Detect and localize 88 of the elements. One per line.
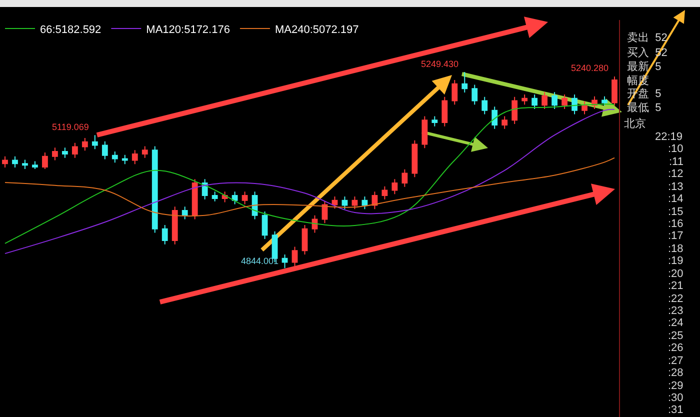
candlestick bbox=[562, 94, 568, 110]
candlestick bbox=[412, 140, 418, 178]
text: :30 bbox=[668, 392, 684, 404]
candlestick bbox=[282, 254, 288, 269]
annotation: 5240.280 bbox=[571, 63, 609, 73]
candlestick bbox=[402, 168, 408, 188]
candlestick bbox=[472, 84, 478, 106]
candlestick bbox=[162, 224, 168, 245]
candlestick bbox=[292, 246, 298, 267]
text: :13 bbox=[668, 181, 684, 193]
candlestick bbox=[552, 92, 558, 110]
candlestick bbox=[242, 191, 248, 205]
text: :28 bbox=[668, 367, 684, 379]
candlestick bbox=[172, 206, 178, 245]
candlestick bbox=[62, 147, 68, 158]
annotation: 4844.001 bbox=[241, 256, 279, 266]
candlestick bbox=[532, 94, 538, 110]
candlestick bbox=[142, 146, 148, 158]
candlestick bbox=[452, 79, 458, 106]
text: :10 bbox=[668, 143, 684, 155]
text: :12 bbox=[668, 168, 684, 180]
legend-label: 66:5182.592 bbox=[40, 24, 102, 36]
legend-label: MA240:5072.197 bbox=[274, 24, 359, 36]
candlestick bbox=[92, 134, 98, 150]
candlestick bbox=[112, 151, 118, 164]
annotation: 5249.430 bbox=[421, 59, 459, 69]
legend-label: MA120:5172.176 bbox=[146, 24, 230, 36]
text: :25 bbox=[668, 330, 684, 342]
text: 卖出 52 bbox=[627, 31, 668, 44]
candlestick bbox=[602, 96, 608, 106]
candlestick bbox=[442, 96, 448, 127]
candlestick bbox=[542, 92, 548, 110]
candlestick bbox=[502, 116, 508, 130]
candlestick bbox=[482, 96, 488, 115]
candlestick bbox=[152, 146, 158, 234]
candlestick bbox=[262, 210, 268, 240]
candlestick bbox=[612, 76, 618, 106]
text: :23 bbox=[668, 305, 684, 317]
candlestick bbox=[2, 156, 8, 168]
candlestick bbox=[212, 191, 218, 202]
candlestick bbox=[22, 159, 28, 170]
text: :20 bbox=[668, 268, 684, 280]
candlestick bbox=[32, 160, 38, 170]
text: :11 bbox=[669, 156, 684, 168]
candlestick bbox=[42, 152, 48, 170]
candlestick bbox=[122, 154, 128, 165]
text: 最低 5 bbox=[627, 102, 662, 114]
text: :21 bbox=[668, 280, 684, 292]
candlestick bbox=[392, 178, 398, 195]
annotation: 5119.069 bbox=[52, 122, 89, 132]
text: :15 bbox=[668, 206, 684, 218]
candlestick bbox=[462, 72, 468, 94]
candlestick bbox=[52, 147, 58, 161]
candlestick bbox=[102, 140, 108, 160]
text: :27 bbox=[668, 355, 684, 367]
candlestick bbox=[82, 137, 88, 152]
text: :26 bbox=[668, 342, 684, 354]
candlestick bbox=[512, 96, 518, 124]
candlestick bbox=[312, 214, 318, 234]
candlestick bbox=[352, 196, 358, 210]
text: :14 bbox=[668, 193, 684, 205]
candlestick bbox=[422, 116, 428, 149]
text: :16 bbox=[668, 218, 684, 230]
candlestick bbox=[362, 196, 368, 210]
candlestick bbox=[182, 206, 188, 220]
candlestick bbox=[72, 142, 78, 158]
candlestick bbox=[192, 178, 198, 220]
text: :24 bbox=[668, 317, 684, 329]
candlestick bbox=[432, 116, 438, 127]
candlestick bbox=[132, 150, 138, 165]
text: :19 bbox=[668, 255, 684, 267]
candlestick bbox=[12, 156, 18, 168]
candlestick bbox=[582, 100, 588, 115]
text: 最新 5 bbox=[627, 60, 662, 73]
candlestick bbox=[382, 186, 388, 200]
candlestick bbox=[302, 224, 308, 256]
text: :22 bbox=[668, 293, 684, 305]
candlestick bbox=[572, 94, 578, 115]
text: 北京 bbox=[624, 117, 646, 130]
text: :29 bbox=[668, 380, 684, 392]
text: :17 bbox=[668, 230, 684, 242]
text: :31 bbox=[668, 404, 684, 416]
candlestick bbox=[522, 94, 528, 106]
text: :18 bbox=[668, 243, 684, 255]
candlestick bbox=[492, 106, 498, 130]
text: 22:19 bbox=[655, 131, 683, 143]
candlestick bbox=[342, 196, 348, 210]
candlestick bbox=[232, 191, 238, 205]
